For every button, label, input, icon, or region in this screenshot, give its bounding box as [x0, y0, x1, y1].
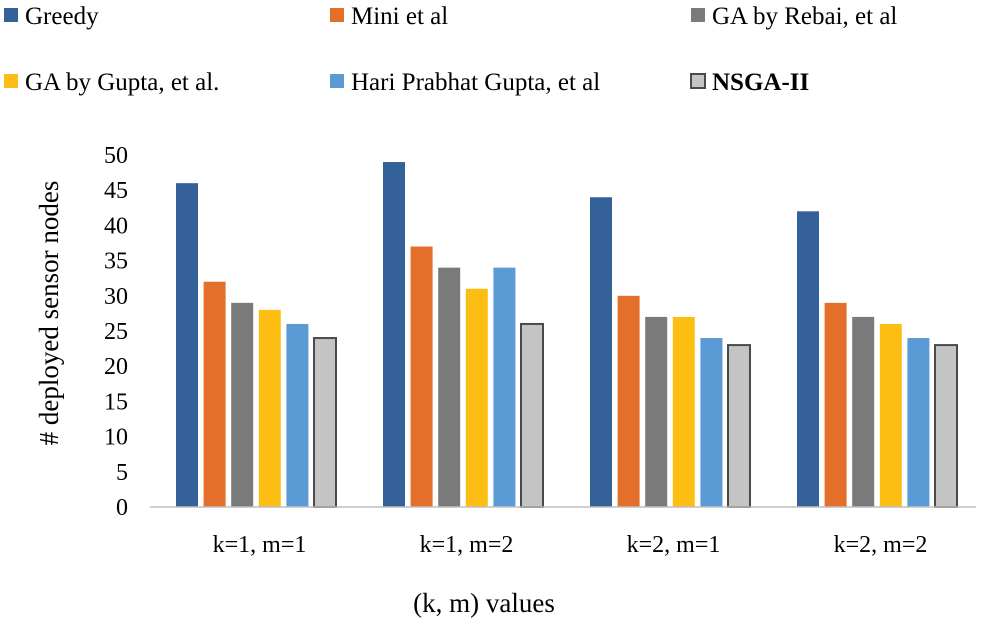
- y-tick-label: 50: [104, 143, 128, 169]
- legend-item: Greedy: [4, 3, 99, 30]
- y-tick-label: 0: [116, 495, 128, 521]
- legend: Greedy Mini et al GA by Rebai, et al GA by …: [4, 3, 897, 96]
- bar: [231, 302, 254, 507]
- legend-label: Greedy: [25, 3, 99, 30]
- x-tick-label: k=1, m=2: [420, 532, 514, 558]
- legend-swatch: [330, 8, 344, 22]
- y-tick-label: 40: [104, 213, 128, 239]
- bar: [520, 322, 544, 508]
- y-tick-label: 30: [104, 284, 128, 310]
- x-axis: k=1, m=1 k=1, m=2 k=2, m=1 k=2, m=2: [150, 506, 976, 558]
- legend-label: Hari Prabhat Gupta, et al: [351, 69, 600, 96]
- y-tick-label: 35: [104, 249, 128, 275]
- legend-label: Mini et al: [351, 3, 448, 30]
- bar: [852, 316, 875, 507]
- legend-item: NSGA-II: [690, 69, 809, 96]
- legend-item: GA by Gupta, et al.: [4, 69, 219, 96]
- y-axis-title: # deployed sensor nodes: [34, 181, 64, 446]
- y-tick-label: 15: [104, 389, 128, 415]
- bar-group: [590, 197, 751, 508]
- bar: [824, 302, 847, 507]
- bar: [493, 267, 516, 507]
- y-tick-label: 5: [116, 460, 128, 486]
- bar: [410, 246, 433, 507]
- legend-label: GA by Gupta, et al.: [25, 69, 219, 96]
- x-tick-label: k=2, m=2: [834, 532, 928, 558]
- bar: [879, 323, 902, 507]
- y-tick-label: 45: [104, 178, 128, 204]
- bar: [438, 267, 461, 507]
- legend-swatch: [690, 73, 706, 89]
- bar: [203, 281, 226, 507]
- y-tick-label: 25: [104, 319, 128, 345]
- y-axis: 0 5 10 15 20 25 30 35 40 45 50: [104, 143, 128, 521]
- bar: [313, 337, 337, 509]
- x-axis-title: (k, m) values: [413, 588, 555, 618]
- bar: [176, 183, 198, 507]
- bar: [383, 162, 405, 508]
- x-tick-label: k=1, m=1: [213, 532, 307, 558]
- bar: [590, 197, 612, 508]
- y-tick-label: 10: [104, 425, 128, 451]
- bar: [727, 344, 751, 508]
- bar: [258, 309, 281, 507]
- y-tick-label: 20: [104, 354, 128, 380]
- bar: [286, 323, 309, 507]
- legend-swatch: [4, 8, 18, 22]
- legend-swatch: [4, 74, 18, 88]
- legend-item: Hari Prabhat Gupta, et al: [330, 69, 600, 96]
- bar: [907, 338, 930, 507]
- legend-swatch: [691, 8, 705, 22]
- bar: [645, 316, 668, 507]
- bar-group: [383, 162, 544, 508]
- legend-item: Mini et al: [330, 3, 448, 30]
- bar: [934, 344, 958, 508]
- bar-group: [797, 211, 958, 508]
- legend-label: GA by Rebai, et al: [712, 3, 897, 30]
- bar: [672, 316, 695, 507]
- legend-item: GA by Rebai, et al: [691, 3, 897, 30]
- x-tick-label: k=2, m=1: [627, 532, 721, 558]
- bar-group: [176, 183, 337, 509]
- bar: [465, 288, 488, 507]
- legend-label: NSGA-II: [712, 69, 809, 96]
- bar: [700, 338, 723, 507]
- legend-swatch: [330, 74, 344, 88]
- bars: [176, 162, 958, 509]
- bar: [797, 211, 819, 507]
- bar: [617, 295, 640, 507]
